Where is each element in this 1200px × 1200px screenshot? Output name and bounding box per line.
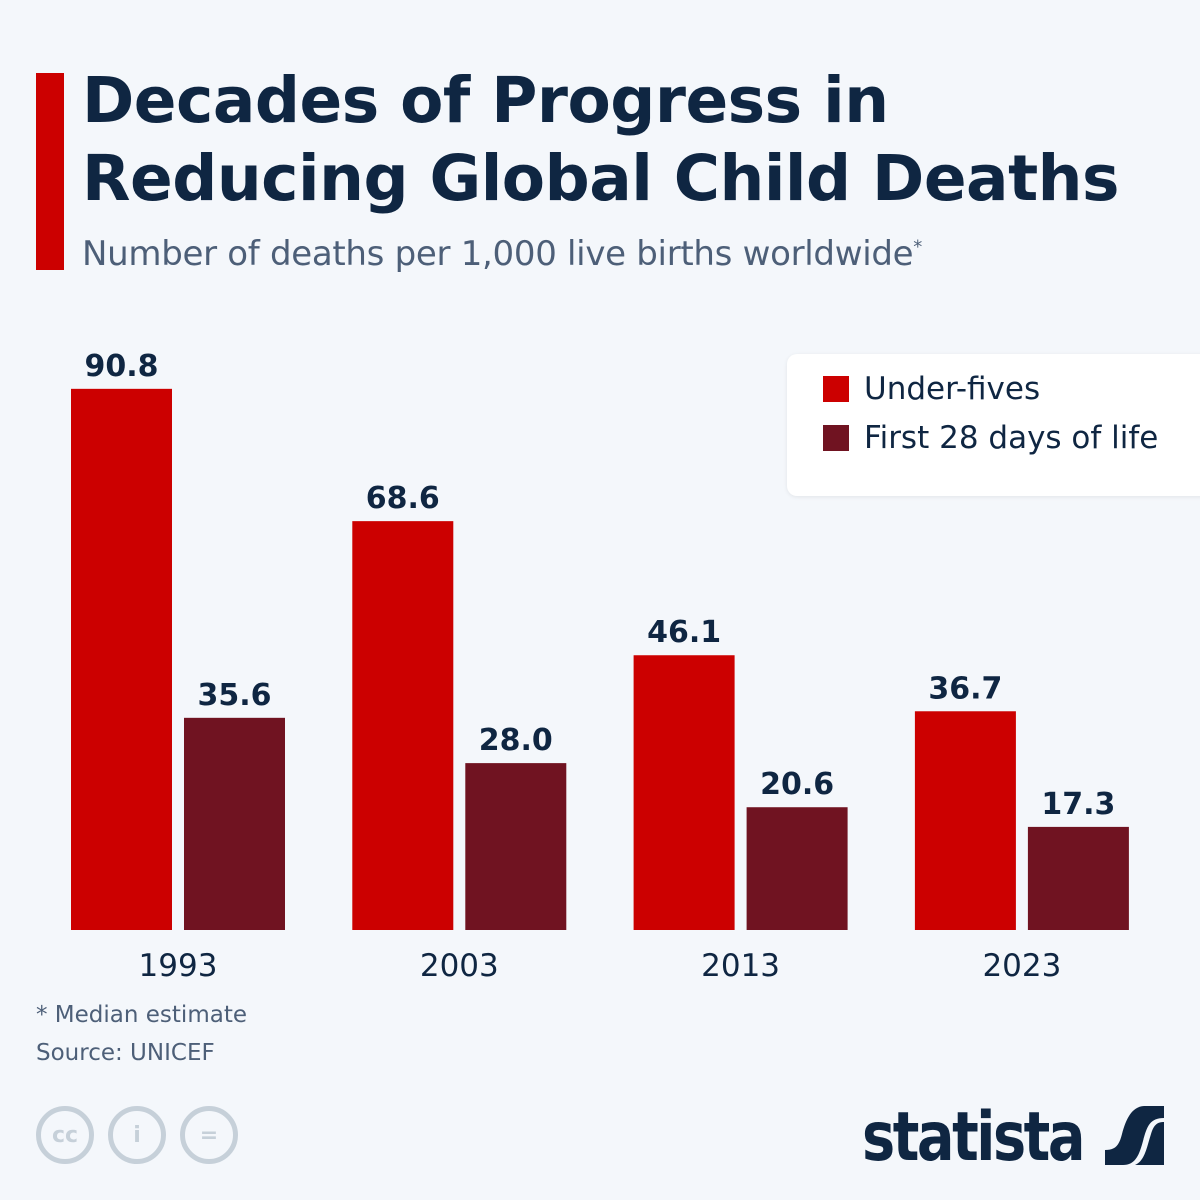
x-tick-label: 2003 [420,948,499,984]
subtitle-text: Number of deaths per 1,000 live births w… [82,234,914,274]
legend-swatch [823,425,849,451]
chart-title: Decades of Progress in Reducing Global C… [82,64,1120,215]
data-label: 36.7 [928,671,1002,706]
statista-logo[interactable]: statista [862,1098,1085,1177]
legend-item-first-28-days: First 28 days of life [823,420,1158,456]
x-tick-label: 2023 [982,948,1061,984]
attribution-icon[interactable]: i [108,1106,166,1164]
x-tick-label: 1993 [139,948,218,984]
data-label: 28.0 [479,723,553,758]
bar-2003-under-fives [352,521,454,930]
statista-logo-icon [1105,1106,1164,1165]
data-label: 90.8 [84,349,158,384]
bar-2023-first-28-days [1027,826,1129,930]
legend-item-under-fives: Under-fives [823,371,1040,407]
data-label: 17.3 [1041,787,1115,822]
footnote: * Median estimate [36,1002,247,1028]
logo-text: statista [862,1098,1085,1177]
bar-2013-under-fives [633,655,735,930]
legend-label: Under-fives [864,371,1041,407]
no-derivatives-icon[interactable]: = [180,1106,238,1164]
bar-2003-first-28-days [465,763,567,930]
x-tick-label: 2013 [701,948,780,984]
subtitle-footnote-mark: * [913,236,922,258]
source: Source: UNICEF [36,1040,215,1066]
legend-swatch [823,376,849,402]
data-label: 68.6 [366,481,440,516]
legend-label: First 28 days of life [864,420,1159,456]
title-accent-bar [36,73,64,270]
chart-subtitle: Number of deaths per 1,000 live births w… [82,234,922,274]
bar-1993-first-28-days [184,717,285,930]
data-label: 46.1 [647,615,721,650]
bar-2023-under-fives [914,711,1016,930]
data-label: 20.6 [760,767,834,802]
data-label: 35.6 [197,678,271,713]
bar-2013-first-28-days [746,807,848,930]
legend: Under-fives First 28 days of life [787,354,1200,496]
bar-1993-under-fives [71,388,172,930]
bar-chart: 90.8 35.6 1993 68.6 28.0 2003 46.1 20.6 2013 36.7… [71,349,1129,984]
cc-icon[interactable]: cc [36,1106,94,1164]
